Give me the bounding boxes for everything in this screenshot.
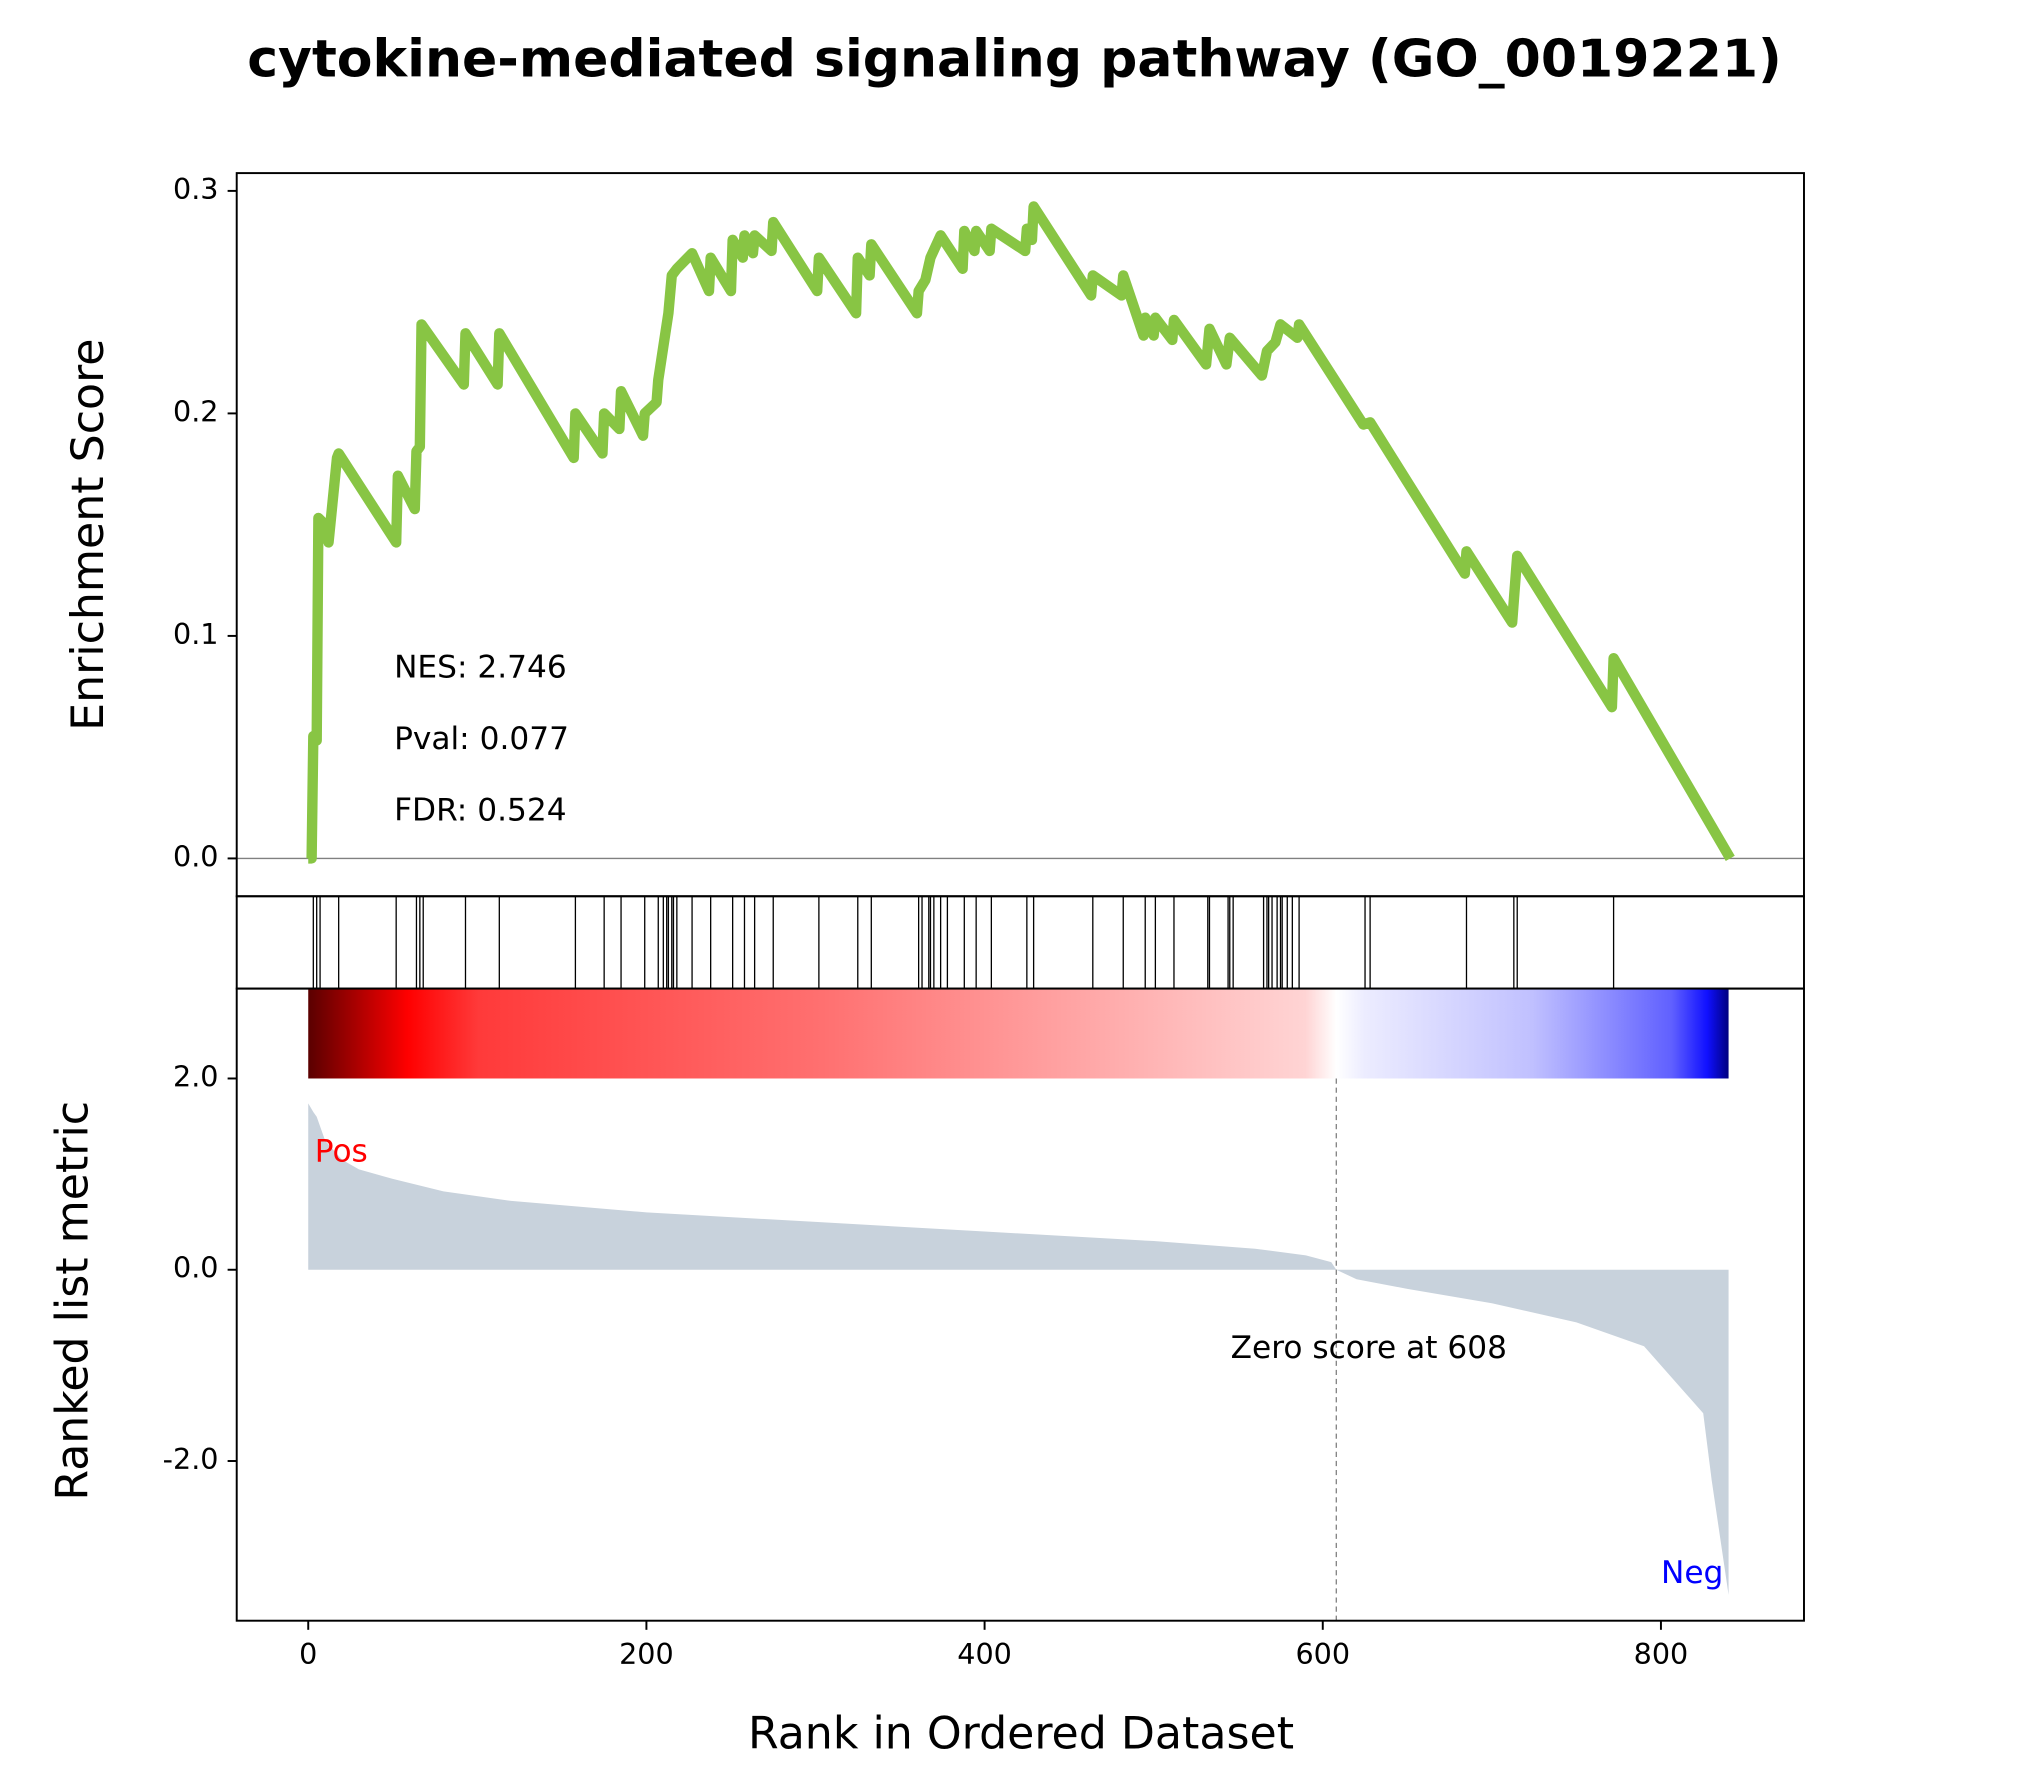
y-axis-label: Ranked list metric	[47, 1101, 98, 1501]
x-axis-label: Rank in Ordered Dataset	[748, 1708, 1294, 1759]
axes-frame	[235, 895, 1805, 990]
x-tick-label: 200	[619, 1637, 674, 1671]
y-tick-label: 0.0	[173, 1251, 219, 1285]
enrichment-line	[306, 201, 1735, 864]
x-tick-label: 600	[1295, 1637, 1350, 1671]
y-tick-label: 0.0	[173, 839, 219, 873]
zero-score-label: Zero score at 608	[1231, 1330, 1507, 1366]
axes-frame	[235, 172, 1805, 898]
y-tick-label: 0.2	[173, 394, 219, 428]
chart-title: cytokine-mediated signaling pathway (GO_…	[247, 30, 1782, 90]
y-tick-label: -2.0	[163, 1442, 219, 1476]
annotation: Pval: 0.077	[394, 721, 569, 757]
y-tick-label: 2.0	[173, 1059, 219, 1093]
x-tick-label: 800	[1634, 1637, 1689, 1671]
x-tick-label: 0	[299, 1637, 317, 1671]
pos-label: Pos	[315, 1133, 368, 1169]
axes-frame	[235, 987, 1805, 1622]
color-bar	[308, 988, 1729, 1079]
metric-area	[308, 1103, 1729, 1595]
x-tick-label: 400	[957, 1637, 1012, 1671]
annotation: NES: 2.746	[394, 650, 567, 686]
annotation: FDR: 0.524	[394, 793, 566, 829]
y-axis-label: Enrichment Score	[63, 339, 114, 731]
neg-label: Neg	[1661, 1555, 1723, 1591]
y-tick-label: 0.3	[173, 172, 219, 206]
y-tick-label: 0.1	[173, 617, 219, 651]
